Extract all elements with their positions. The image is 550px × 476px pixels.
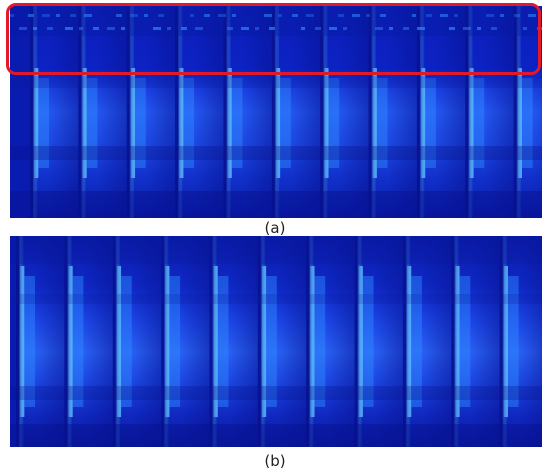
spectrogram-column [513,6,542,218]
frequency-band [10,191,542,218]
frequency-band [10,76,542,88]
spectrogram-panel-a [10,6,542,218]
spectrogram-column [175,6,226,218]
frequency-band [10,236,542,264]
spectrogram-column [320,6,371,218]
frequency-band [10,294,542,304]
spectrogram-column [416,6,468,218]
spectrogram-column [257,236,309,447]
spectrogram-column [64,236,115,447]
spectrogram-image-b [10,236,542,447]
spectrogram-column [223,6,274,218]
caption-b: (b) [264,452,286,470]
spectrogram-column [499,236,542,447]
spectrogram-image-a [10,6,542,218]
frequency-band [10,146,542,160]
frequency-band [10,386,542,400]
spectrogram-column [451,236,502,447]
spectrogram-column [16,236,67,447]
spectrogram-column [126,6,178,218]
spectrogram-column [271,6,323,218]
spectrogram-column [354,236,405,447]
spectrogram-column [465,6,516,218]
spectrogram-column [161,236,212,447]
caption-a: (a) [264,219,286,237]
spectrogram-column [78,6,129,218]
spectrogram-column [306,236,357,447]
spectrogram-column [402,236,454,447]
frequency-band [10,424,542,447]
spectrogram-column [112,236,164,447]
spectrogram-column [30,6,81,218]
frequency-band [10,6,542,36]
spectrogram-panel-b [10,236,542,447]
spectrogram-column [368,6,419,218]
spectrogram-column [209,236,260,447]
